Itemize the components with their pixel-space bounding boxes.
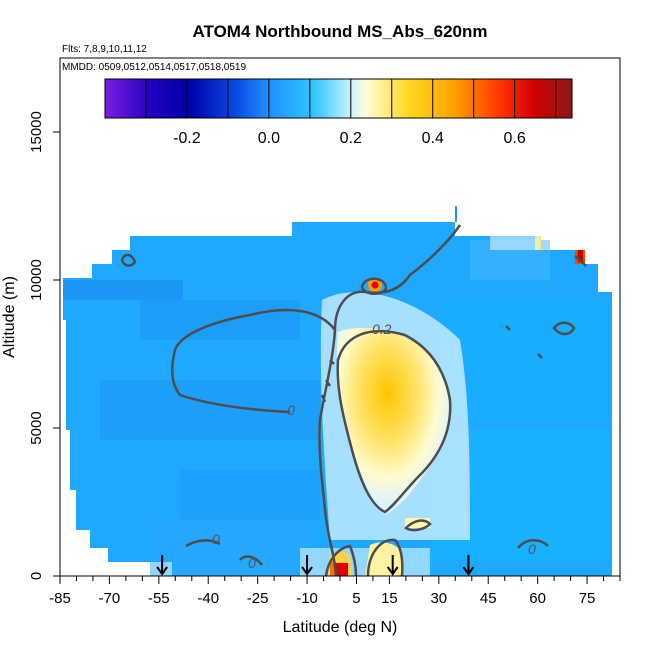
contour-label-02: 0.2 bbox=[372, 321, 392, 337]
colorbar-labels: -0.2 0.0 0.2 0.4 0.6 bbox=[173, 130, 526, 147]
x-tick-label: 45 bbox=[480, 590, 497, 607]
chart-title: ATOM4 Northbound MS_Abs_620nm bbox=[192, 22, 487, 41]
profile-marker-head bbox=[462, 566, 475, 576]
profile-marker-head bbox=[386, 566, 399, 576]
profile-markers bbox=[156, 555, 475, 576]
dates-note: MMDD: 0509,0512,0514,0517,0518,0519 bbox=[62, 62, 246, 73]
x-axis-label: Latitude (deg N) bbox=[283, 619, 398, 636]
y-tick-label: 0 bbox=[28, 572, 45, 580]
profile-marker-head bbox=[156, 566, 168, 576]
x-tick-label: -55 bbox=[148, 590, 170, 607]
x-tick-label: 5 bbox=[352, 590, 360, 607]
contour-label-0-b: 0 bbox=[212, 531, 220, 547]
y-axis-label: Altitude (m) bbox=[1, 276, 18, 358]
colorbar-tick-label: 0.6 bbox=[504, 130, 526, 147]
heatmap-field bbox=[63, 206, 612, 576]
colorbar-tick-label: 0.0 bbox=[258, 130, 280, 147]
x-tick-label: 30 bbox=[430, 590, 447, 607]
x-tick-label: -25 bbox=[247, 590, 269, 607]
y-tick-label: 10000 bbox=[28, 259, 45, 301]
x-tick-label: 75 bbox=[579, 590, 596, 607]
colorbar-dividers bbox=[145, 79, 557, 118]
x-tick-label: -85 bbox=[49, 590, 71, 607]
profile-marker-head bbox=[301, 566, 313, 576]
y-tick-label: 5000 bbox=[28, 411, 45, 444]
x-tick-label: -70 bbox=[99, 590, 121, 607]
colorbar: -0.2 0.0 0.2 0.4 0.6 bbox=[104, 78, 573, 147]
colorbar-tick-label: 0.4 bbox=[422, 130, 444, 147]
contour-lines bbox=[120, 224, 587, 576]
x-axis: -85 -70 -55 -40 -25 -10 5 15 30 45 60 75 bbox=[49, 576, 621, 607]
y-axis: 0 5000 10000 15000 bbox=[28, 111, 60, 580]
contour-label-0-a: 0 bbox=[287, 402, 295, 418]
flights-note: Flts: 7,8,9,10,11,12 bbox=[62, 44, 147, 55]
x-tick-label: -40 bbox=[197, 590, 219, 607]
contour-label-0-c: 0 bbox=[248, 555, 256, 571]
x-tick-label: 60 bbox=[529, 590, 546, 607]
contour-label-0-d: 0 bbox=[528, 541, 536, 557]
colorbar-tick-label: 0.2 bbox=[340, 130, 362, 147]
x-tick-label: 15 bbox=[381, 590, 398, 607]
y-tick-label: 15000 bbox=[28, 111, 45, 153]
colorbar-tick-label: -0.2 bbox=[173, 130, 201, 147]
colorbar-gradient bbox=[104, 78, 573, 119]
x-tick-label: -10 bbox=[296, 590, 318, 607]
